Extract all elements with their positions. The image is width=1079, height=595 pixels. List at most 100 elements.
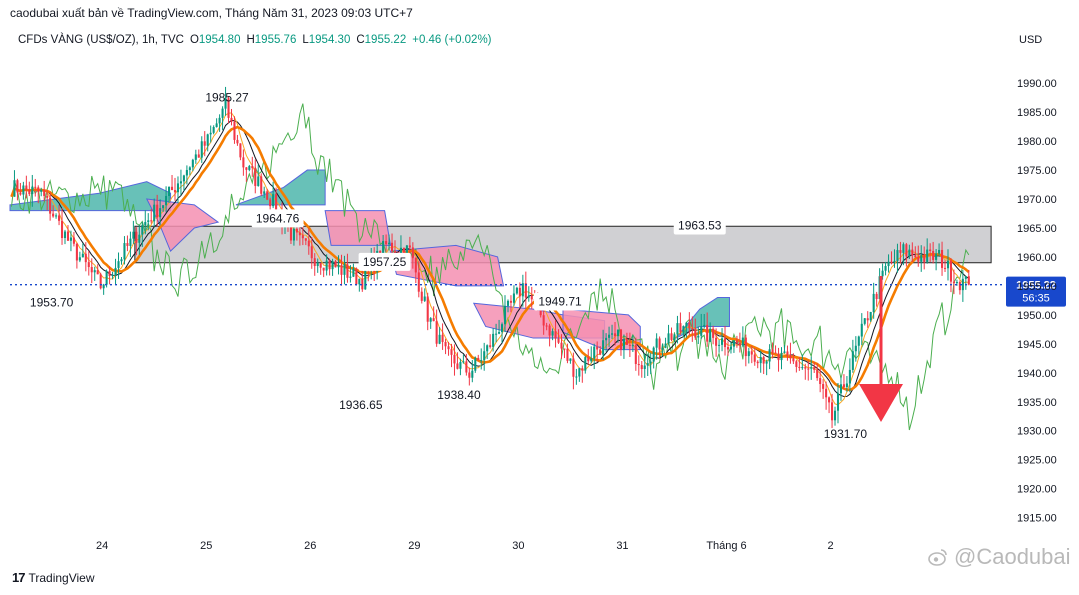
- price-tick-label: 1955.00: [1017, 281, 1057, 293]
- candle-body: [75, 243, 78, 261]
- tradingview-brand: TradingView: [28, 570, 95, 585]
- candle-body: [587, 357, 590, 362]
- candle-body: [209, 132, 212, 135]
- candle-body: [795, 361, 798, 367]
- candle-body: [254, 168, 257, 186]
- candle-body: [777, 353, 780, 361]
- candle-body: [251, 166, 254, 169]
- symbol-name[interactable]: CFDs VÀNG (US$/OZ), 1h, TVC: [18, 34, 184, 46]
- candle-body: [723, 338, 727, 348]
- candle-body: [747, 351, 750, 357]
- candle-body: [625, 338, 628, 345]
- candle-body: [168, 186, 171, 196]
- time-tick-label: 2: [828, 540, 834, 552]
- candle-body: [90, 267, 93, 273]
- candle-body: [920, 255, 923, 262]
- resistance-zone-layer: [134, 225, 992, 264]
- candle-body: [212, 127, 215, 133]
- candle-body: [257, 176, 260, 186]
- tradingview-footer[interactable]: 17 TradingView: [12, 570, 95, 585]
- candle-body: [266, 191, 269, 200]
- candle-body: [304, 238, 307, 241]
- candle-body: [426, 296, 429, 322]
- symbol-legend[interactable]: CFDs VÀNG (US$/OZ), 1h, TVC O1954.80 H19…: [18, 34, 492, 46]
- candle-body: [789, 355, 792, 359]
- moving-average-line: [10, 125, 970, 392]
- time-axis[interactable]: 24 25 26 29 30 31 Tháng 6 2: [96, 540, 834, 552]
- candle-body: [509, 300, 513, 303]
- candle-body: [441, 334, 444, 342]
- candle-body: [170, 186, 174, 191]
- candle-body: [352, 268, 355, 277]
- candle-body: [471, 370, 474, 378]
- candle-body: [884, 266, 887, 271]
- price-axis[interactable]: 1915.00 1920.00 1925.00 1930.00 1935.00 1940.…: [1017, 78, 1057, 524]
- current-price-tag[interactable]: [1006, 276, 1066, 307]
- candle-body: [655, 338, 658, 348]
- candle-body: [700, 326, 703, 336]
- candle-body: [848, 369, 851, 384]
- candle-body: [399, 247, 402, 254]
- candle-body: [31, 186, 34, 195]
- price-tick-label: 1970.00: [1017, 194, 1057, 206]
- candle-body: [182, 175, 185, 182]
- candle-body: [129, 238, 132, 246]
- candle-body: [863, 318, 866, 324]
- candle-body: [741, 337, 744, 346]
- candle-body: [34, 186, 37, 188]
- candle-body: [120, 259, 123, 262]
- candle-body: [500, 324, 504, 333]
- candle-body: [194, 154, 197, 160]
- candle-body: [272, 194, 275, 207]
- candle-body: [52, 213, 55, 217]
- candle-body: [191, 159, 194, 168]
- candle-body: [263, 191, 266, 194]
- candle-body: [673, 334, 676, 340]
- annotation-box: [673, 216, 726, 235]
- candle-body: [22, 185, 25, 195]
- candle-body: [929, 249, 932, 251]
- candle-body: [605, 337, 608, 341]
- candle-body: [245, 167, 248, 170]
- price-tick-label: 1935.00: [1017, 397, 1057, 409]
- candle-body: [138, 234, 141, 243]
- candle-body: [420, 291, 423, 301]
- candle-body: [162, 205, 165, 209]
- candle-body: [896, 250, 899, 261]
- candle-body: [16, 180, 19, 193]
- watermark: @Caodubai: [928, 544, 1071, 570]
- candle-body: [836, 393, 840, 411]
- candle-body: [765, 361, 768, 364]
- candle-body: [542, 315, 545, 326]
- candle-body: [908, 249, 911, 257]
- candle-body: [340, 265, 343, 275]
- candle-body: [474, 357, 477, 371]
- candle-body: [845, 383, 848, 388]
- candle-body: [260, 176, 263, 194]
- candle-body: [967, 276, 970, 285]
- candle-body: [215, 123, 218, 128]
- candle-body: [872, 293, 875, 313]
- candle-body: [301, 235, 304, 239]
- time-tick-label: 31: [616, 540, 628, 552]
- time-tick-label: Tháng 6: [706, 540, 746, 552]
- candle-body: [801, 367, 804, 369]
- candle-body: [572, 358, 575, 377]
- high-value: 1955.76: [254, 34, 297, 46]
- high-label: H: [246, 34, 255, 46]
- candle-body: [548, 325, 551, 336]
- candle-body: [750, 351, 753, 355]
- price-tick-label: 1950.00: [1017, 310, 1057, 322]
- candle-body: [804, 367, 807, 369]
- candle-body: [810, 367, 813, 369]
- candle-body: [447, 346, 450, 350]
- candle-body: [691, 328, 694, 330]
- candle-body: [325, 260, 328, 271]
- price-annotation: 1957.25: [363, 255, 407, 269]
- candle-body: [307, 240, 310, 247]
- candle-body: [477, 357, 480, 361]
- indicator-lines-layer: [10, 103, 970, 431]
- candle-body: [150, 220, 153, 222]
- candle-body: [316, 263, 319, 267]
